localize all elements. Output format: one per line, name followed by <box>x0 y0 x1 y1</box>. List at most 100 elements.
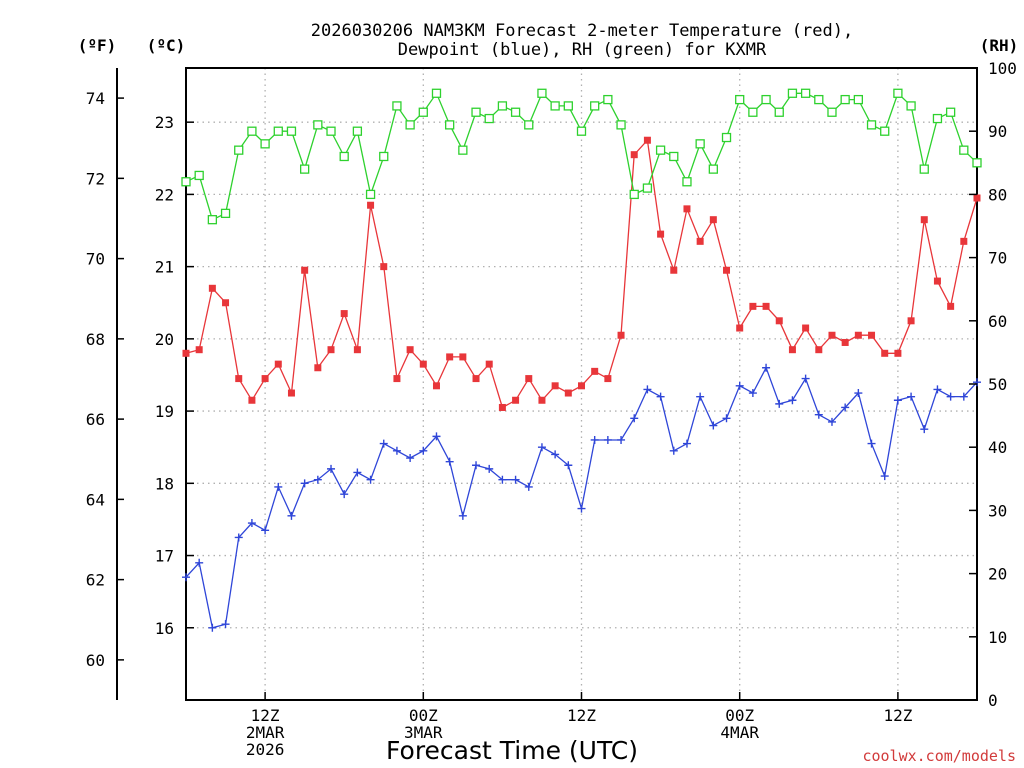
rh-point <box>919 164 929 174</box>
rh-point <box>800 88 811 98</box>
rh-point <box>840 94 850 105</box>
dewpoint-series <box>182 363 981 632</box>
series-layer <box>181 88 982 632</box>
temperature-point <box>406 346 414 354</box>
temperature-point <box>894 349 902 357</box>
temperature-point <box>551 382 559 390</box>
rh-point <box>484 113 494 124</box>
dewpoint-point <box>195 558 204 567</box>
rh-point <box>260 139 270 149</box>
temperature-point <box>604 375 612 383</box>
rh-point <box>880 126 890 136</box>
dewpoint-point <box>182 573 190 582</box>
fahrenheit-unit-label: (ºF) <box>78 36 117 55</box>
temperature-point <box>578 382 585 390</box>
dewpoint-point <box>709 421 718 430</box>
dewpoint-point <box>221 620 230 629</box>
dewpoint-point <box>498 475 507 484</box>
temperature-point <box>472 375 480 383</box>
rh-tick-label: 70 <box>988 249 1007 268</box>
temperature-line <box>185 138 978 409</box>
dewpoint-point <box>247 519 256 528</box>
temperature-point <box>788 346 796 354</box>
temperature-point <box>854 331 862 339</box>
x-tick-label: 00Z <box>725 706 754 725</box>
dewpoint-point <box>617 435 626 444</box>
rh-point <box>695 139 705 149</box>
dewpoint-point <box>472 461 481 470</box>
rh-tick-label: 0 <box>988 691 998 710</box>
dewpoint-point <box>880 472 889 481</box>
rh-point <box>827 107 837 117</box>
rh-point <box>814 94 824 105</box>
rh-point <box>431 88 442 98</box>
x-tick-label: 12Z <box>883 706 912 725</box>
dewpoint-point <box>419 446 428 455</box>
rh-point <box>524 120 534 130</box>
rh-tick-label: 80 <box>988 185 1007 204</box>
x-tick-label: 3MAR <box>404 723 443 742</box>
rh-point <box>603 94 613 105</box>
celsius-tick-label: 20 <box>155 330 174 349</box>
dewpoint-point <box>590 435 599 444</box>
temperature-point <box>881 349 889 357</box>
x-tick-label: 12Z <box>567 706 596 725</box>
dewpoint-point <box>234 533 243 542</box>
rh-point <box>181 177 191 187</box>
temperature-point <box>367 201 375 209</box>
rh-point <box>853 94 863 105</box>
temperature-point <box>749 302 757 310</box>
rh-point <box>761 94 771 105</box>
x-tick-label: 12Z <box>251 706 280 725</box>
dewpoint-point <box>907 392 916 401</box>
dewpoint-point <box>603 435 612 444</box>
dewpoint-point <box>366 475 375 484</box>
fahrenheit-tick-label: 60 <box>86 651 105 670</box>
temperature-point <box>591 367 599 375</box>
dewpoint-point <box>379 439 388 448</box>
dewpoint-point <box>841 403 850 412</box>
temperature-point <box>182 349 190 357</box>
temperature-point <box>340 310 348 318</box>
rh-tick-label: 90 <box>988 122 1007 141</box>
rh-point <box>655 145 666 155</box>
rh-tick-label: 10 <box>988 628 1007 647</box>
dewpoint-point <box>340 490 349 499</box>
rh-point <box>220 208 231 219</box>
rh-point <box>866 120 877 130</box>
source-credit: coolwx.com/models <box>862 747 1016 765</box>
celsius-tick-label: 16 <box>155 619 174 638</box>
x-tick-label: 2026 <box>246 740 285 759</box>
temperature-point <box>301 266 309 274</box>
dewpoint-point <box>511 475 520 484</box>
temperature-point <box>459 353 467 361</box>
dewpoint-point <box>920 425 929 434</box>
celsius-tick-label: 22 <box>155 185 174 204</box>
dewpoint-point <box>208 623 217 632</box>
temperature-point <box>683 205 691 213</box>
temperature-point <box>314 364 322 372</box>
dewpoint-point <box>353 468 362 477</box>
temperature-point <box>432 382 440 390</box>
fahrenheit-tick-label: 70 <box>86 250 105 269</box>
celsius-tick-label: 17 <box>155 547 174 566</box>
rh-point <box>945 107 956 117</box>
rh-point <box>445 120 455 130</box>
rh-point <box>273 126 283 136</box>
rh-point <box>590 101 600 111</box>
temperature-point <box>657 230 665 238</box>
dewpoint-point <box>735 381 744 390</box>
temperature-point <box>353 346 361 354</box>
dewpoint-point <box>287 511 296 520</box>
dewpoint-point <box>551 450 560 459</box>
rh-point <box>893 88 903 98</box>
chart-title-line-2: Dewpoint (blue), RH (green) for KXMR <box>398 40 767 60</box>
temperature-point <box>960 237 968 245</box>
rh-point <box>906 101 916 111</box>
rh-point <box>234 145 244 155</box>
temperature-point <box>933 277 941 285</box>
rh-point <box>972 158 982 168</box>
temperature-point <box>947 302 955 310</box>
rh-point <box>471 107 481 117</box>
rh-point <box>708 164 718 174</box>
